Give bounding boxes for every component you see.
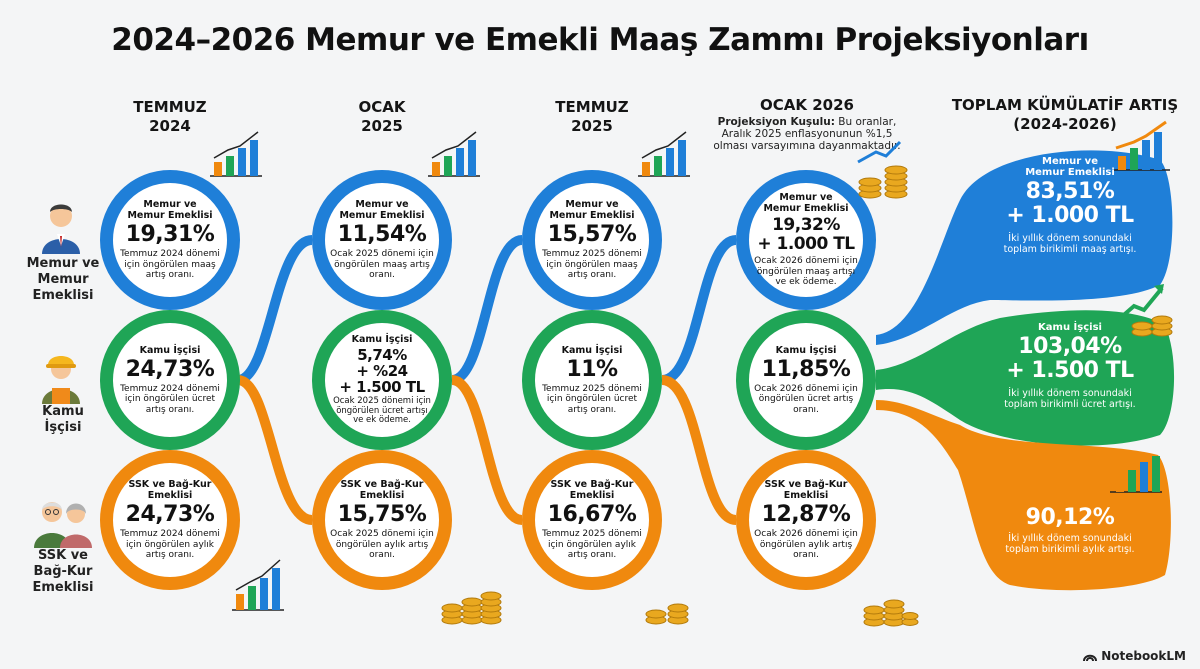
circle-category: Kamu İşçisi: [351, 334, 413, 346]
cumulative-value: 90,12%: [1025, 505, 1115, 530]
circle-kamu-temmuz-2024: Kamu İşçisi 24,73% Temmuz 2024 dönemi iç…: [100, 310, 240, 450]
circle-category: Kamu İşçisi: [561, 344, 623, 356]
row-label-ssk: SSK ve Bağ-Kur Emeklisi: [32, 548, 94, 595]
circle-description: Temmuz 2024 dönemi için öngörülen aylık …: [120, 529, 220, 561]
circle-category: Kamu İşçisi: [139, 344, 201, 356]
circle-memur-temmuz-2025: Memur ve Memur Emeklisi 15,57% Temmuz 20…: [522, 170, 662, 310]
row-label-memur: Memur ve Memur Emeklisi: [26, 256, 100, 303]
circle-value: 16,67%: [547, 502, 637, 528]
circle-memur-ocak-2026: Memur ve Memur Emeklisi 19,32% + 1.000 T…: [736, 170, 876, 310]
circle-category: SSK ve Bağ-Kur Emeklisi: [550, 479, 634, 502]
coin-stack-icon: [645, 603, 689, 625]
memur-person-icon: [42, 204, 80, 254]
column-header-ocak-2025: OCAK 2025: [358, 98, 406, 135]
coin-stack-icon: [857, 140, 908, 199]
cumulative-description: İki yıllık dönem sonundaki toplam biriki…: [1004, 388, 1136, 410]
circle-kamu-ocak-2025: Kamu İşçisi 5,74% + %24 + 1.500 TL Ocak …: [312, 310, 452, 450]
rising-bar-chart-icon: [1116, 284, 1164, 322]
circle-value: 19,31%: [125, 222, 215, 248]
circle-ssk-temmuz-2025: SSK ve Bağ-Kur Emeklisi 16,67% Temmuz 20…: [522, 450, 662, 590]
circle-kamu-ocak-2026: Kamu İşçisi 11,85% Ocak 2026 dönemi için…: [736, 310, 876, 450]
circle-description: Ocak 2026 dönemi için öngörülen aylık ar…: [754, 529, 858, 561]
cumulative-value: 83,51% + 1.000 TL: [1006, 179, 1134, 228]
cumulative-category: Memur ve Memur Emeklisi: [1025, 156, 1115, 178]
circle-value: 19,32% + 1.000 TL: [757, 215, 855, 255]
circle-memur-temmuz-2024: Memur ve Memur Emeklisi 19,31% Temmuz 20…: [100, 170, 240, 310]
rising-bar-chart-icon: [210, 131, 262, 177]
circle-category: Memur ve Memur Emeklisi: [763, 192, 849, 215]
column-header-ocak-2026: OCAK 2026: [760, 96, 854, 114]
circle-description: Ocak 2025 dönemi için öngörülen maaş art…: [330, 249, 434, 281]
circle-description: Ocak 2025 dönemi için öngörülen aylık ar…: [330, 529, 434, 561]
circle-value: 15,57%: [547, 222, 637, 248]
rising-bar-chart-icon: [1110, 456, 1162, 493]
page-title: 2024–2026 Memur ve Emekli Maaş Zammı Pro…: [111, 22, 1089, 58]
circle-value: 11%: [566, 356, 618, 382]
coin-stack-icon: [1131, 315, 1173, 337]
circle-description: Temmuz 2025 dönemi için öngörülen aylık …: [542, 529, 642, 561]
circle-memur-ocak-2025: Memur ve Memur Emeklisi 11,54% Ocak 2025…: [312, 170, 452, 310]
circle-ssk-ocak-2025: SSK ve Bağ-Kur Emeklisi 15,75% Ocak 2025…: [312, 450, 452, 590]
circle-description: Ocak 2026 dönemi için öngörülen ücret ar…: [754, 383, 858, 415]
projection-note-label: Projeksiyon Kuşulu:: [717, 116, 835, 128]
rising-bar-chart-icon: [428, 131, 480, 177]
circle-description: Temmuz 2025 dönemi için öngörülen ücret …: [542, 383, 642, 415]
cumulative-value: 103,04% + 1.500 TL: [1006, 334, 1134, 383]
circle-category: Memur ve Memur Emeklisi: [549, 199, 635, 222]
column-header-temmuz-2024: TEMMUZ 2024: [133, 98, 207, 135]
circle-value: 15,75%: [337, 502, 427, 528]
worker-person-icon: [42, 356, 80, 404]
circle-ssk-ocak-2026: SSK ve Bağ-Kur Emeklisi 12,87% Ocak 2026…: [736, 450, 876, 590]
row-label-kamu: Kamu İşçisi: [42, 404, 84, 435]
circle-description: Temmuz 2024 dönemi için öngörülen maaş a…: [120, 249, 220, 281]
circle-kamu-temmuz-2025: Kamu İşçisi 11% Temmuz 2025 dönemi için …: [522, 310, 662, 450]
notebooklm-logo: NotebookLM: [1083, 649, 1186, 663]
cumulative-category: Kamu İşçisi: [1038, 322, 1102, 333]
circle-value: 5,74% + %24 + 1.500 TL: [339, 346, 425, 397]
projection-note: Projeksiyon Kuşulu: Bu oranlar, Aralık 2…: [708, 116, 906, 152]
rising-bar-chart-icon: [232, 559, 284, 611]
circle-category: Memur ve Memur Emeklisi: [127, 199, 213, 222]
notebooklm-logo-text: NotebookLM: [1101, 649, 1186, 663]
circle-ssk-temmuz-2024: SSK ve Bağ-Kur Emeklisi 24,73% Temmuz 20…: [100, 450, 240, 590]
circle-value: 24,73%: [125, 502, 215, 528]
coin-stack-icon: [441, 591, 502, 625]
circle-category: SSK ve Bağ-Kur Emeklisi: [128, 479, 212, 502]
cumulative-kamu: Kamu İşçisi 103,04% + 1.500 TL İki yıllı…: [985, 322, 1155, 410]
cumulative-description: İki yıllık dönem sonundaki toplam biriki…: [1003, 233, 1137, 255]
rising-bar-chart-icon: [638, 131, 690, 177]
circle-category: SSK ve Bağ-Kur Emeklisi: [340, 479, 424, 502]
circle-description: Temmuz 2024 dönemi için öngörülen ücret …: [120, 383, 220, 415]
rising-bar-chart-icon: [1114, 120, 1170, 171]
column-header-cumulative: TOPLAM KÜMÜLATİF ARTIŞ (2024-2026): [951, 96, 1179, 133]
projection-note-text: Bu oranlar, Aralık 2025 enflasyonunun %1…: [713, 116, 901, 152]
cumulative-memur: Memur ve Memur Emeklisi 83,51% + 1.000 T…: [985, 156, 1155, 255]
circle-description: Ocak 2025 dönemi için öngörülen ücret ar…: [333, 396, 431, 426]
cumulative-description: İki yıllık dönem sonundaki toplam biriki…: [1005, 533, 1135, 555]
circle-value: 11,85%: [761, 356, 851, 382]
coin-stack-icon: [863, 599, 919, 627]
circle-description: Temmuz 2025 dönemi için öngörülen maaş a…: [542, 249, 642, 281]
circle-category: SSK ve Bağ-Kur Emeklisi: [764, 479, 848, 502]
circle-category: Kamu İşçisi: [775, 344, 837, 356]
elderly-couple-icon: [34, 502, 92, 548]
column-header-temmuz-2025: TEMMUZ 2025: [555, 98, 629, 135]
circle-value: 24,73%: [125, 356, 215, 382]
cumulative-ssk: 90,12% İki yıllık dönem sonundaki toplam…: [985, 506, 1155, 555]
circle-description: Ocak 2026 dönemi için öngörülen maaş art…: [754, 256, 858, 288]
circle-value: 12,87%: [761, 502, 851, 528]
circle-value: 11,54%: [337, 222, 427, 248]
notebooklm-logo-icon: [1083, 654, 1098, 662]
circle-category: Memur ve Memur Emeklisi: [339, 199, 425, 222]
